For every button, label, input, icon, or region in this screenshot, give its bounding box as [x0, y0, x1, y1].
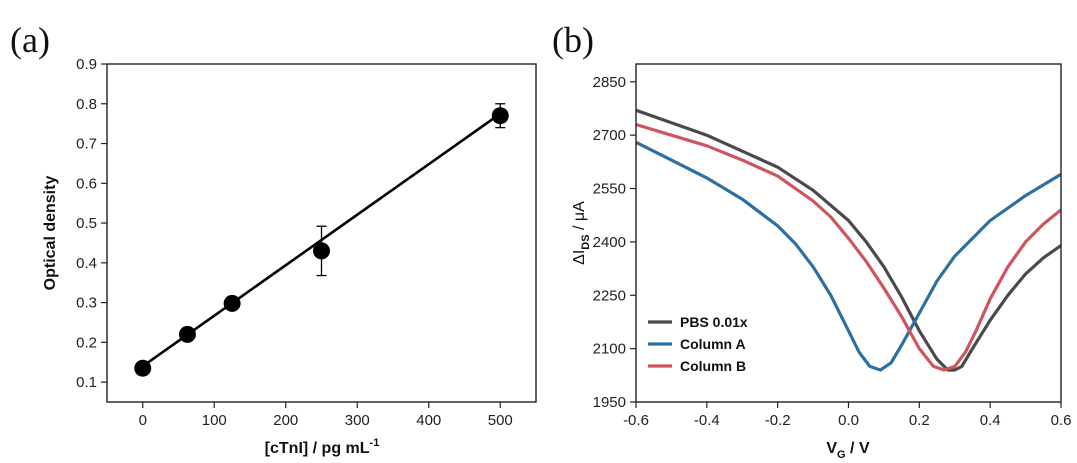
panel-a-x-tick-label: 500 — [488, 412, 513, 429]
panel-b-legend-label: PBS 0.01x — [680, 314, 748, 330]
panel-a-data-point — [313, 242, 330, 259]
panel-b-x-tick-label: -0.6 — [623, 412, 649, 429]
panel-b-x-axis-title-main: V — [826, 440, 837, 457]
panel-b-y-tick-label: 2100 — [593, 341, 626, 358]
panel-a-x-tick-label: 400 — [416, 412, 441, 429]
panel-a-y-tick-label: 0.2 — [76, 334, 97, 351]
panel-b-y-tick-label: 2700 — [593, 127, 626, 144]
panel-b-x-tick-label: -0.2 — [765, 412, 791, 429]
panel-a-x-tick-label: 0 — [139, 412, 147, 429]
panel-a-label: (a) — [10, 20, 50, 60]
panel-b-y-tick-label: 1950 — [593, 394, 626, 411]
panel-a-y-tick-label: 0.3 — [76, 295, 97, 312]
panel-b-legend: PBS 0.01x Column A Column B — [648, 314, 748, 374]
panel-b-y-axis-title-unit: / μA — [571, 201, 588, 235]
panel-b-legend-label: Column B — [680, 358, 746, 374]
panel-b-x-axis-title: VG / V — [826, 440, 870, 461]
panel-b-y-tick-label: 2550 — [593, 181, 626, 198]
panel-a-data-point — [224, 295, 241, 312]
panel-a-y-tick-label: 0.8 — [76, 96, 97, 113]
panel-b-data — [636, 110, 1061, 370]
panel-a-x-tick-label: 200 — [273, 412, 298, 429]
panel-a-y-tick-label: 0.1 — [76, 374, 97, 391]
panel-a-y-tick-label: 0.6 — [76, 175, 97, 192]
panel-b-legend-label: Column A — [680, 336, 746, 352]
panel-a-y-tick-label: 0.7 — [76, 136, 97, 153]
panel-a-y-tick-label: 0.4 — [76, 255, 97, 272]
panel-a-x-axis-title-main: [cTnI] / pg mL — [265, 440, 370, 457]
panel-b-label: (b) — [552, 20, 594, 60]
panel-b-y-tick-label: 2250 — [593, 287, 626, 304]
panel-b-x-tick-label: 0.6 — [1051, 412, 1072, 429]
panel-a-x-axis-title-superscript: -1 — [370, 437, 380, 449]
panel-a-y-tick-label: 0.9 — [76, 56, 97, 73]
panel-b-x-tick-label: -0.4 — [694, 412, 720, 429]
panel-b-x-axis-title-subscript: G — [837, 449, 846, 461]
panel-b-y-tick-label: 2400 — [593, 234, 626, 251]
panel-b-y-axis-title: ΔIDS / μA — [571, 201, 592, 265]
panel-a-data-point — [492, 107, 509, 124]
panel-a: (a) 0 100 200 300 400 500 0.1 0.2 0.3 0.4 0.5 0.6 0.… — [10, 20, 536, 457]
panel-b-x-tick-label: 0.2 — [909, 412, 930, 429]
panel-b: (b) -0.6 -0.4 -0.2 0.0 0.2 0.4 0.6 1950 2100 2250… — [552, 20, 1071, 461]
panel-a-x-tick-label: 300 — [345, 412, 370, 429]
panel-a-y-axis-title: Optical density — [42, 176, 59, 291]
panel-b-x-tick-label: 0.0 — [838, 412, 859, 429]
panel-b-ticks: -0.6 -0.4 -0.2 0.0 0.2 0.4 0.6 1950 2100 2250 2400… — [593, 74, 1072, 429]
panel-a-x-tick-label: 100 — [202, 412, 227, 429]
panel-b-y-tick-label: 2850 — [593, 74, 626, 91]
panel-b-y-axis-title-subscript: DS — [580, 234, 592, 249]
panel-a-x-axis-title: [cTnI] / pg mL-1 — [265, 437, 380, 457]
panel-a-data-point — [134, 360, 151, 377]
panel-b-y-axis-title-main: ΔI — [571, 250, 588, 265]
panel-a-y-tick-label: 0.5 — [76, 215, 97, 232]
panel-a-data-point — [179, 326, 196, 343]
panel-a-data — [134, 104, 509, 377]
panel-b-x-tick-label: 0.4 — [980, 412, 1001, 429]
panel-b-x-axis-title-unit: / V — [846, 440, 870, 457]
